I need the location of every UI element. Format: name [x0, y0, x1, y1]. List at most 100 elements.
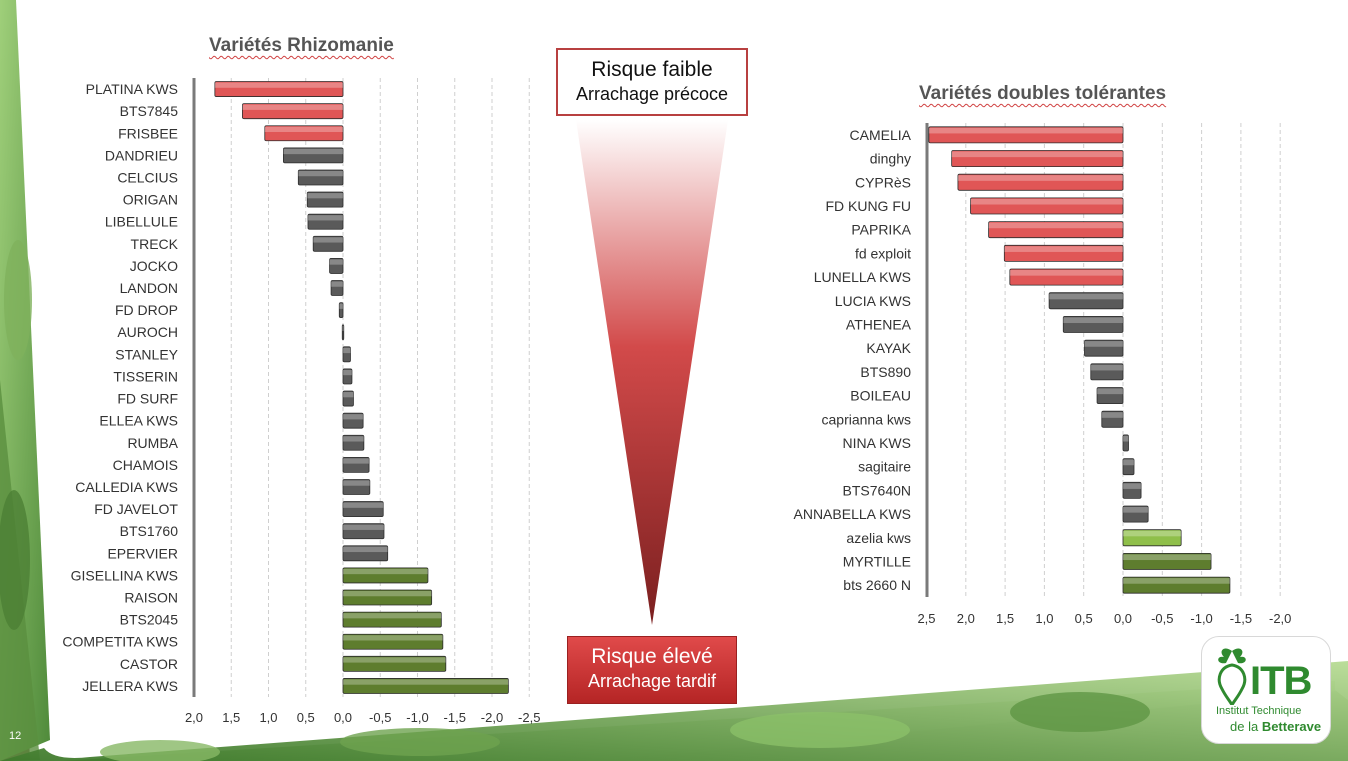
category-label: CASTOR	[120, 656, 178, 672]
bar-highlight	[1063, 317, 1123, 324]
logo-line-2-prefix: de la	[1230, 719, 1262, 734]
risk-low-box: Risque faible Arrachage précoce	[556, 48, 748, 116]
category-label: azelia kws	[846, 530, 911, 546]
x-tick-label: -1,5	[444, 710, 466, 725]
bar-cypr-s	[957, 173, 1124, 191]
bar-fd-drop	[338, 302, 344, 319]
bar-bts7845	[242, 103, 344, 120]
bar-highlight	[214, 82, 343, 88]
bar-bts890	[1090, 363, 1124, 381]
bar-azelia-kws	[1122, 529, 1182, 547]
category-label: PLATINA KWS	[86, 81, 178, 97]
bar-highlight	[1084, 341, 1123, 347]
bar-highlight	[343, 414, 364, 420]
bar-highlight	[1123, 483, 1142, 489]
bar-highlight	[988, 222, 1123, 229]
x-tick-label: -2,5	[518, 710, 540, 725]
x-tick-label: 0,5	[297, 710, 315, 725]
bar-competita-kws	[342, 633, 444, 650]
bar-lucia-kws	[1048, 292, 1124, 310]
bar-caprianna-kws	[1101, 410, 1124, 428]
bar-gisellina-kws	[342, 567, 429, 584]
category-label: ELLEA KWS	[99, 413, 178, 429]
bar-highlight	[331, 281, 343, 287]
bar-highlight	[339, 303, 343, 309]
itb-logo: ITB Institut Technique de la Betterave	[1201, 636, 1331, 744]
category-label: LUNELLA KWS	[814, 269, 911, 285]
bar-highlight	[343, 591, 432, 597]
bar-jocko	[329, 257, 344, 274]
x-tick-label: -1,0	[1190, 611, 1212, 626]
x-tick-label: -2,0	[481, 710, 503, 725]
x-tick-label: 0,5	[1075, 611, 1093, 626]
category-label: RUMBA	[127, 435, 178, 451]
beet-icon	[1217, 648, 1247, 705]
category-label: EPERVIER	[107, 545, 178, 561]
risk-high-title: Risque élevé	[591, 645, 713, 668]
bar-highlight	[343, 635, 443, 641]
bar-origan	[306, 191, 344, 208]
bar-stanley	[342, 346, 351, 363]
bar-raison	[342, 589, 433, 606]
category-label: BOILEAU	[850, 388, 911, 404]
bar-fd-javelot	[342, 501, 384, 518]
bar-highlight	[1004, 246, 1123, 252]
bar-landon	[330, 280, 344, 296]
category-label: NINA KWS	[843, 435, 911, 451]
x-tick-label: 2,0	[185, 710, 203, 725]
bar-highlight	[343, 613, 442, 619]
category-label: CAMELIA	[850, 127, 912, 143]
x-tick-label: 0,0	[334, 710, 352, 725]
category-label: TISSERIN	[113, 368, 178, 384]
category-label: bts 2660 N	[843, 577, 911, 593]
x-tick-label: -0,5	[1151, 611, 1173, 626]
category-label: FRISBEE	[118, 125, 178, 141]
bar-highlight	[343, 347, 351, 354]
category-label: COMPETITA KWS	[62, 634, 178, 650]
bar-fd-surf	[342, 390, 354, 407]
risk-low-title: Risque faible	[591, 58, 713, 81]
bar-highlight	[957, 175, 1123, 181]
x-tick-label: -2,0	[1269, 611, 1291, 626]
bar-rumba	[342, 434, 365, 451]
bar-highlight	[307, 193, 343, 199]
category-label: CALLEDIA KWS	[75, 479, 178, 495]
bar-bts1760	[342, 523, 385, 540]
category-label: STANLEY	[115, 346, 178, 362]
bar-highlight	[1090, 364, 1123, 371]
category-label: JOCKO	[130, 258, 178, 274]
category-label: LUCIA KWS	[835, 293, 911, 309]
bar-highlight	[1049, 293, 1123, 300]
bar-boileau	[1096, 387, 1124, 405]
bar-highlight	[343, 458, 370, 464]
logo-line-2: de la Betterave	[1230, 719, 1321, 734]
category-label: FD KUNG FU	[825, 198, 911, 214]
category-label: FD SURF	[117, 391, 178, 407]
category-label: JELLERA KWS	[82, 678, 178, 694]
bar-camelia	[928, 126, 1124, 144]
bar-paprika	[988, 221, 1124, 239]
x-tick-label: 2,5	[917, 611, 935, 626]
bar-highlight	[1123, 554, 1212, 561]
x-tick-label: 1,0	[259, 710, 277, 725]
bar-annabella-kws	[1122, 505, 1149, 523]
category-label: RAISON	[124, 590, 178, 606]
category-label: CHAMOIS	[113, 457, 178, 473]
bar-highlight	[329, 259, 343, 265]
category-label: CELCIUS	[117, 169, 178, 185]
x-tick-label: -1,0	[406, 710, 428, 725]
bar-bts7640n	[1122, 481, 1142, 499]
category-label: FD DROP	[115, 302, 178, 318]
bar-highlight	[343, 502, 384, 508]
bar-highlight	[1123, 506, 1149, 513]
category-label: BTS890	[860, 364, 911, 380]
x-tick-label: 0,0	[1114, 611, 1132, 626]
category-label: CYPRèS	[855, 174, 911, 190]
bar-highlight	[343, 546, 388, 553]
bar-chamois	[342, 456, 370, 473]
category-label: GISELLINA KWS	[71, 567, 178, 583]
bar-highlight	[343, 480, 370, 486]
risk-high-subtitle: Arrachage tardif	[587, 671, 717, 691]
